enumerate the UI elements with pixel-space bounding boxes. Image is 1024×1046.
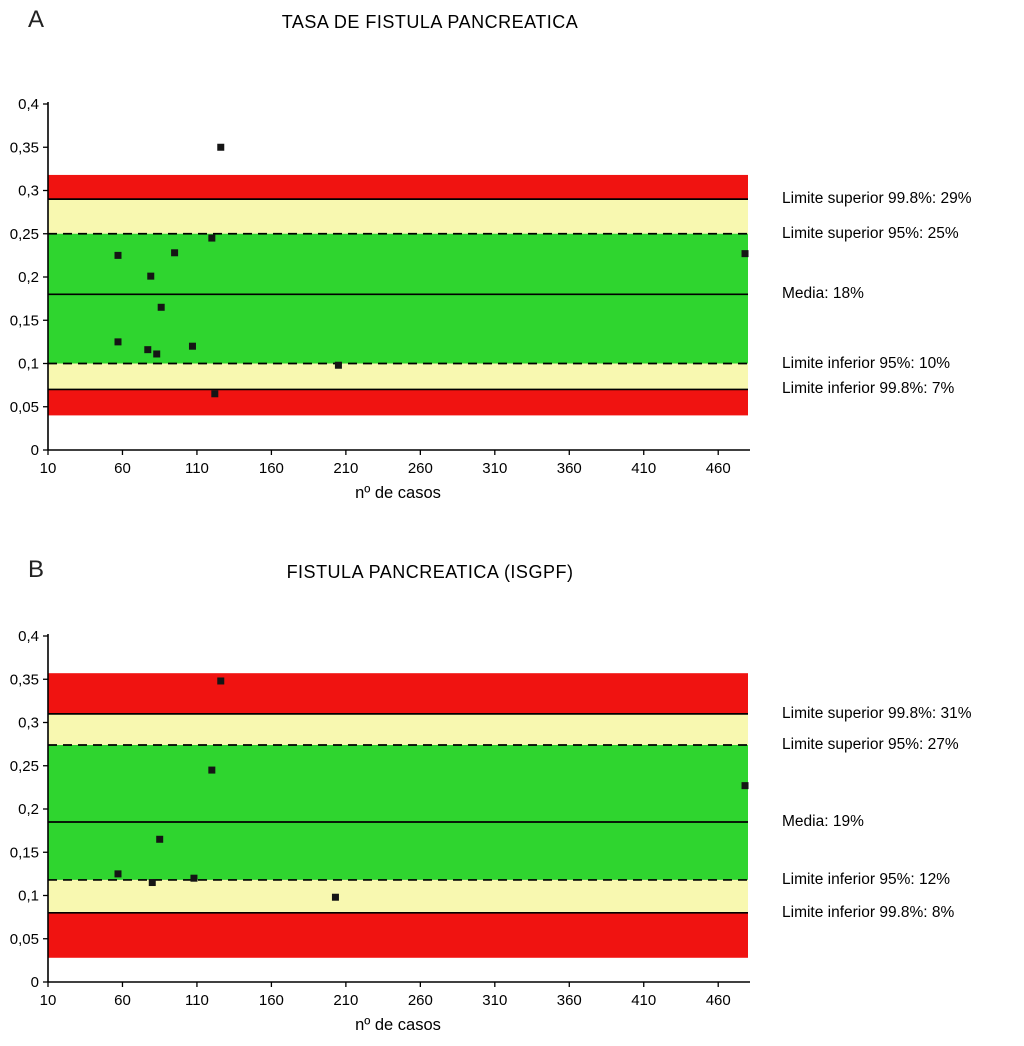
limit-label-lower-95: Limite inferior 95%: 12% <box>782 870 950 888</box>
panel-b-title: FISTULA PANCREATICA (ISGPF) <box>286 562 574 582</box>
svg-text:110: 110 <box>185 992 209 1009</box>
svg-text:260: 260 <box>408 992 433 1009</box>
svg-text:0,15: 0,15 <box>10 844 39 861</box>
svg-text:60: 60 <box>114 460 131 477</box>
svg-text:410: 410 <box>631 992 656 1009</box>
svg-text:0: 0 <box>31 442 39 459</box>
svg-text:0,35: 0,35 <box>10 671 39 688</box>
control-chart-a: 0 0,05 0,1 0,15 0,2 0,25 0,3 0,35 0,4 10 60 110 160 2… <box>10 96 750 502</box>
mean-label: Media: 18% <box>782 285 864 303</box>
svg-text:160: 160 <box>259 992 284 1009</box>
svg-text:0,2: 0,2 <box>18 801 39 818</box>
svg-text:0,4: 0,4 <box>18 628 39 645</box>
svg-text:0,15: 0,15 <box>10 312 39 329</box>
svg-text:10: 10 <box>40 992 57 1009</box>
svg-text:0,4: 0,4 <box>18 96 39 113</box>
limit-label-lower-95: Limite inferior 95%: 10% <box>782 354 950 372</box>
svg-text:0: 0 <box>31 974 39 991</box>
svg-text:460: 460 <box>706 460 731 477</box>
svg-text:nº de casos: nº de casos <box>355 484 441 502</box>
svg-text:0,05: 0,05 <box>10 399 39 416</box>
svg-text:110: 110 <box>185 460 209 477</box>
svg-text:0,3: 0,3 <box>18 183 39 200</box>
svg-text:260: 260 <box>408 460 433 477</box>
svg-text:0,1: 0,1 <box>18 888 39 905</box>
svg-text:0,1: 0,1 <box>18 356 39 373</box>
panel-a-title: TASA DE FISTULA PANCREATICA <box>281 12 579 32</box>
limit-label-upper-998: Limite superior 99.8%: 29% <box>782 190 972 208</box>
svg-text:310: 310 <box>482 992 507 1009</box>
panel-b-chart-area: 0 0,05 0,1 0,15 0,2 0,25 0,3 0,35 0,4 10 60 110 160 2… <box>0 624 1024 1034</box>
panel-b-limit-labels: Limite superior 99.8%: 31% Limite superi… <box>782 624 1024 1034</box>
limit-label-upper-998: Limite superior 99.8%: 31% <box>782 704 972 722</box>
mean-label: Media: 19% <box>782 812 864 830</box>
panel-b: B FISTULA PANCREATICA (ISGPF) 0 0,05 0,1 0,… <box>0 556 1024 1034</box>
svg-text:nº de casos: nº de casos <box>355 1016 441 1034</box>
panel-b-letter: B <box>28 556 45 583</box>
svg-text:0,2: 0,2 <box>18 269 39 286</box>
limit-label-lower-998: Limite inferior 99.8%: 7% <box>782 380 955 398</box>
svg-text:210: 210 <box>333 992 358 1009</box>
svg-text:310: 310 <box>482 460 507 477</box>
control-chart-b: 0 0,05 0,1 0,15 0,2 0,25 0,3 0,35 0,4 10 60 110 160 2… <box>10 628 750 1034</box>
panel-a: A TASA DE FISTULA PANCREATICA 0 0,05 0,1 0,… <box>0 6 1024 502</box>
svg-text:160: 160 <box>259 460 284 477</box>
svg-text:0,35: 0,35 <box>10 139 39 156</box>
panel-b-header: B FISTULA PANCREATICA (ISGPF) <box>0 556 860 588</box>
panel-a-letter: A <box>28 6 45 33</box>
svg-text:0,05: 0,05 <box>10 931 39 948</box>
svg-text:0,25: 0,25 <box>10 226 39 243</box>
limit-label-upper-95: Limite superior 95%: 27% <box>782 735 959 753</box>
svg-text:0,25: 0,25 <box>10 758 39 775</box>
svg-text:60: 60 <box>114 992 131 1009</box>
panel-a-chart-area: 0 0,05 0,1 0,15 0,2 0,25 0,3 0,35 0,4 10 60 110 160 2… <box>0 92 1024 502</box>
limit-label-upper-95: Limite superior 95%: 25% <box>782 224 959 242</box>
svg-text:460: 460 <box>706 992 731 1009</box>
svg-text:0,3: 0,3 <box>18 715 39 732</box>
funnel-plot-figure: A TASA DE FISTULA PANCREATICA 0 0,05 0,1 0,… <box>0 6 1024 1046</box>
svg-text:360: 360 <box>557 992 582 1009</box>
svg-text:10: 10 <box>40 460 57 477</box>
svg-text:210: 210 <box>333 460 358 477</box>
limit-label-lower-998: Limite inferior 99.8%: 8% <box>782 903 955 921</box>
panel-a-header: A TASA DE FISTULA PANCREATICA <box>0 6 860 38</box>
svg-text:410: 410 <box>631 460 656 477</box>
panel-a-limit-labels: Limite superior 99.8%: 29% Limite superi… <box>782 92 1024 502</box>
svg-text:360: 360 <box>557 460 582 477</box>
